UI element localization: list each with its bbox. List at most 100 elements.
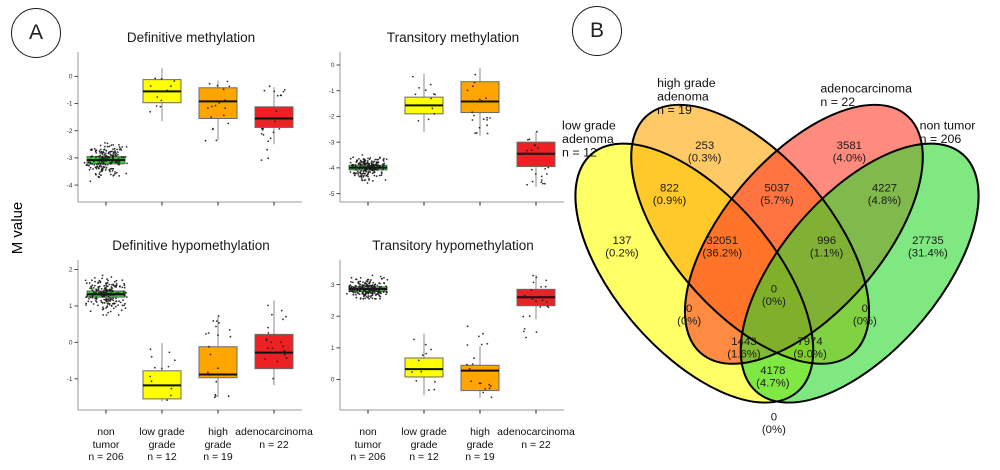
venn-set-label-C: adenocarcinoma n = 22: [820, 82, 912, 109]
x-group-label: adenocarcinoma n = 22: [235, 426, 313, 451]
box: [404, 357, 444, 378]
plot-title: Transitory methylation: [386, 30, 520, 45]
y-tick-label: -5: [329, 191, 335, 198]
venn-region-label-ABC: 32051 (36.2%): [702, 235, 742, 259]
venn-diagram: low grade adenoma n = 12 high grade adenoma n…: [562, 76, 980, 436]
axes: 0 -1 -2 -3 -4: [67, 52, 302, 206]
jitter-points: [84, 274, 128, 316]
venn-set-label-D: non tumor n = 206: [920, 119, 976, 146]
venn-ellipse-fill-D: [740, 143, 979, 403]
box-group-non-tumor: [348, 154, 388, 184]
y-tick-label: 1: [331, 345, 335, 352]
box-group-low-grade-adenoma: [404, 333, 444, 396]
plot-title: Transitory hypomethylation: [372, 238, 534, 253]
y-tick-label: -2: [329, 114, 335, 121]
jitter-points: [412, 75, 436, 122]
venn-region-label-ABCD: 0 (0%): [762, 284, 786, 308]
boxplot-transitory-methylation: Transitory methylation 0 -1 -2 -3 -4 -5: [314, 30, 568, 216]
y-tick-label: 2: [331, 313, 335, 320]
venn-region-label-AC: 0 (0%): [677, 303, 701, 327]
venn-region-label-none: 0 (0%): [762, 412, 786, 436]
y-tick-label: 0: [69, 340, 73, 347]
venn-region-label-AB: 822 (0.9%): [653, 183, 686, 207]
venn-region-label-BC: 5037 (5.7%): [760, 183, 793, 207]
box-group-low-grade-adenoma: [404, 74, 444, 132]
y-tick-label: -3: [67, 155, 73, 162]
jitter-points: [83, 142, 128, 183]
venn-region-label-ABD: 7974 (9.0%): [793, 336, 826, 360]
venn-region-label-D: 27735 (31.4%): [908, 235, 948, 259]
box-group-high-grade-adenoma: [460, 68, 500, 136]
jitter-points: [264, 304, 288, 380]
box: [198, 346, 238, 379]
box: [198, 87, 238, 119]
boxplot-svg-transitory-methylation: 0 -1 -2 -3 -4 -5: [329, 52, 564, 206]
y-tick-label: -2: [67, 128, 73, 135]
jitter-points: [466, 325, 493, 399]
box: [460, 364, 500, 392]
box-group-high-grade-adenoma: [198, 315, 238, 399]
figure-root: { "panelA": { "badge": "A", "y_axis_labe…: [9, 0, 1000, 464]
jitter-points: [346, 274, 389, 300]
box-group-non-tumor: [83, 142, 128, 183]
box-group-non-tumor: [84, 274, 128, 316]
y-tick-label: -4: [67, 182, 73, 189]
x-axis-group-labels: non tumor n = 206 low grade grade n = 12 high g…: [52, 424, 312, 470]
jitter-points: [205, 315, 232, 399]
box: [254, 106, 294, 128]
venn-region-label-BCD: 996 (1.1%): [810, 235, 843, 259]
jitter-points: [522, 274, 550, 339]
y-tick-label: -1: [67, 376, 73, 383]
jitter-points: [411, 338, 436, 391]
box-group-adenocarcinoma: [516, 274, 556, 339]
y-tick-label: 3: [331, 282, 335, 289]
box: [254, 333, 294, 370]
jitter-points: [260, 85, 286, 161]
venn-ellipse-outline-D: [739, 142, 980, 404]
venn-ellipse-outline-C: [683, 103, 924, 365]
axes: 0 -1 -2 -3 -4 -5: [329, 52, 564, 206]
venn-region-label-C: 3581 (4.0%): [833, 140, 866, 164]
box-group-adenocarcinoma: [254, 85, 294, 161]
box: [460, 81, 500, 114]
y-tick-label: 0: [69, 74, 73, 81]
box-group-high-grade-adenoma: [198, 80, 238, 142]
y-tick-label: -1: [67, 101, 73, 108]
x-axis-group-labels: non tumor n = 206 low grade grade n = 12 high g…: [314, 424, 574, 470]
venn-ellipse-outline-B: [630, 103, 871, 365]
x-group-label: adenocarcinoma n = 22: [497, 426, 575, 451]
box-group-adenocarcinoma: [516, 130, 556, 188]
venn-region-label-BD: 0 (0%): [853, 303, 877, 327]
box-group-high-grade-adenoma: [460, 325, 500, 399]
panel-a-badge: A: [11, 8, 61, 58]
y-tick-label: 0: [331, 62, 335, 69]
venn-set-label-A: low grade adenoma n = 12: [562, 119, 616, 160]
y-tick-label: 0: [331, 377, 335, 384]
venn-region-label-A: 137 (0.2%): [605, 235, 638, 259]
jitter-points: [149, 77, 176, 113]
y-tick-label: -4: [329, 165, 335, 172]
y-tick-label: -3: [329, 139, 335, 146]
box-group-low-grade-adenoma: [142, 343, 182, 402]
boxplot-svg-definitive-hypomethylation: 2 1 0 -1: [67, 260, 302, 414]
boxplot-definitive-methylation: Definitive methylation 0 -1 -2 -3 -4: [52, 30, 306, 216]
box-group-low-grade-adenoma: [142, 68, 182, 122]
venn-fills: [575, 104, 979, 403]
venn-region-label-AD: 4178 (4.7%): [756, 365, 789, 389]
jitter-points: [525, 130, 550, 186]
jitter-points: [149, 348, 176, 401]
plot-title: Definitive methylation: [126, 30, 256, 45]
y-tick-label: 1: [69, 303, 73, 310]
panel-b-badge: B: [572, 6, 622, 56]
venn-ellipse-outline-A: [574, 142, 815, 404]
panel-b-venn: B low grade adenoma n = 12 high grade adenom…: [562, 0, 1000, 455]
plot-title: Definitive hypomethylation: [112, 238, 270, 253]
box-group-adenocarcinoma: [254, 300, 294, 386]
axes: 3 2 1 0: [331, 260, 564, 414]
box-group-non-tumor: [346, 274, 389, 300]
panel-a-boxplots: A M value Definitive methylation 0 -1 -2 -3…: [9, 8, 575, 463]
jitter-points: [349, 154, 388, 184]
y-tick-label: 2: [69, 267, 73, 274]
venn-region-label-B: 253 (0.3%): [688, 140, 721, 164]
venn-outlines: [574, 103, 980, 404]
